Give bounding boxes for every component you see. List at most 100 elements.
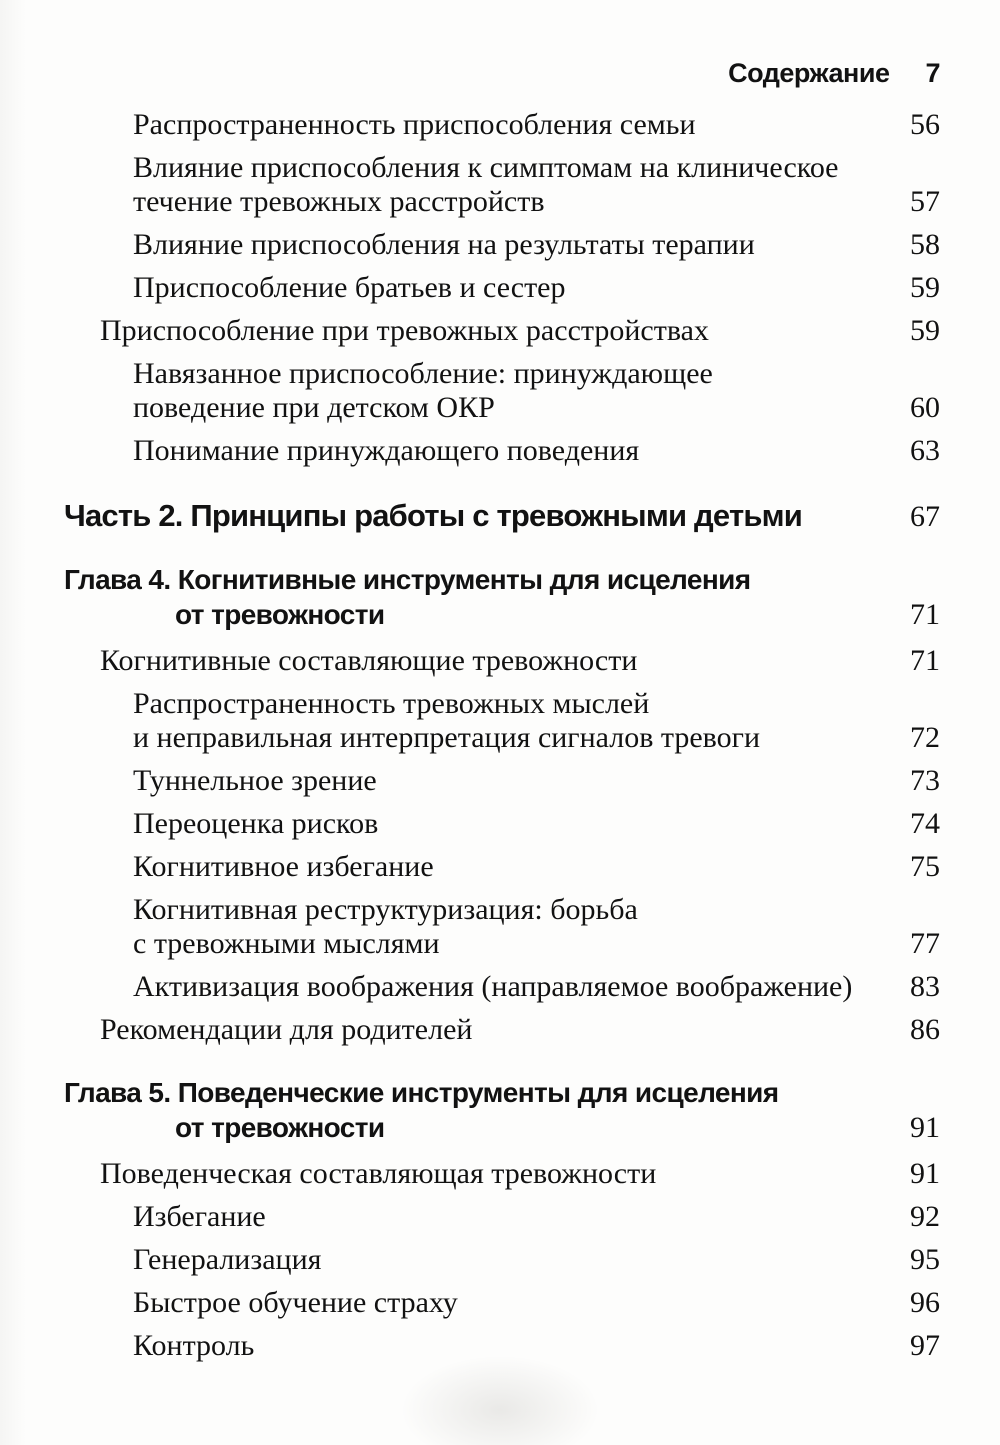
toc-entry: Приспособление братьев и сестер 59 [0, 271, 940, 305]
running-header-title: Содержание [728, 58, 890, 88]
toc-entry-line: от тревожности [175, 1112, 385, 1143]
toc-entry: Когнитивная реструктуризация: борьба с тр… [0, 893, 940, 961]
toc-entry-line: и неправильная интерпретация сигналов тр… [133, 721, 760, 754]
toc-entry-title: Распространенность тревожных мыслей и неп… [0, 687, 882, 755]
toc-entry-line: Влияние приспособления к симптомам на кл… [133, 151, 839, 184]
toc-entry-title: Влияние приспособления на результаты тер… [0, 228, 882, 262]
toc-entry-page-number: 72 [910, 721, 940, 754]
toc-entry-page-number: 86 [910, 1013, 940, 1046]
toc-entry: Распространенность тревожных мыслей и неп… [0, 687, 940, 755]
toc-entry-title: Туннельное зрение [0, 764, 882, 798]
toc-entry-page-number: 96 [910, 1286, 940, 1319]
toc-entry-page-number: 92 [910, 1200, 940, 1233]
toc-entry-title: Распространенность приспособления семьи [0, 108, 882, 142]
toc-entry-page-number: 73 [910, 764, 940, 797]
toc-entry: Генерализация 95 [0, 1243, 940, 1277]
toc-entry-line: Переоценка рисков [133, 807, 379, 840]
toc-entry-line: Когнитивное избегание [133, 850, 434, 883]
toc-entry-title: Активизация воображения (направляемое во… [0, 970, 882, 1004]
toc-entry-title: Навязанное приспособление: принуждающее п… [0, 357, 882, 425]
toc-entry-title: Глава 5. Поведенческие инструменты для и… [0, 1075, 882, 1145]
toc-entry-line: Распространенность приспособления семьи [133, 108, 696, 141]
toc-entry-line: течение тревожных расстройств [133, 185, 545, 218]
toc-entry: Контроль 97 [0, 1329, 940, 1363]
toc-entry-title: Понимание принуждающего поведения [0, 434, 882, 468]
toc-entry-page-number: 77 [910, 927, 940, 960]
toc-entry-page-number: 95 [910, 1243, 940, 1276]
toc-entry-line: Быстрое обучение страху [133, 1286, 458, 1319]
toc-entry-line: Туннельное зрение [133, 764, 377, 797]
toc-entry-title: Когнитивные составляющие тревожности [0, 644, 882, 678]
toc-entry-page-number: 56 [910, 108, 940, 141]
toc-entry-page-number: 67 [910, 500, 940, 533]
toc-entry: Понимание принуждающего поведения 63 [0, 434, 940, 468]
toc-entry: Влияние приспособления к симптомам на кл… [0, 151, 940, 219]
toc-entry: Когнитивное избегание 75 [0, 850, 940, 884]
toc-entry-line: Приспособление при тревожных расстройств… [100, 314, 709, 347]
toc-entry-title: Когнитивное избегание [0, 850, 882, 884]
toc-entry: Когнитивные составляющие тревожности 71 [0, 644, 940, 678]
toc-entry-line: Понимание принуждающего поведения [133, 434, 640, 467]
toc-entry-title: Контроль [0, 1329, 882, 1363]
page-number: 7 [925, 58, 940, 88]
toc-entry-line: Избегание [133, 1200, 266, 1233]
running-header: Содержание 7 [0, 58, 940, 89]
toc-entry-page-number: 97 [910, 1329, 940, 1362]
toc-entry: Туннельное зрение 73 [0, 764, 940, 798]
toc-entry-page-number: 71 [910, 644, 940, 677]
toc-entry-title: Приспособление братьев и сестер [0, 271, 882, 305]
toc-entry-line: Влияние приспособления на результаты тер… [133, 228, 755, 261]
toc-entry: Глава 5. Поведенческие инструменты для и… [0, 1075, 940, 1145]
toc-entry: Поведенческая составляющая тревожности 91 [0, 1157, 940, 1191]
toc-entry: Влияние приспособления на результаты тер… [0, 228, 940, 262]
toc-entry-page-number: 83 [910, 970, 940, 1003]
toc-entry-page-number: 60 [910, 391, 940, 424]
toc-entry-line: Навязанное приспособление: принуждающее [133, 357, 713, 390]
toc-entry: Глава 4. Когнитивные инструменты для исц… [0, 562, 940, 632]
toc-entry: Активизация воображения (направляемое во… [0, 970, 940, 1004]
toc-entry-line: Активизация воображения (направляемое во… [133, 970, 853, 1003]
toc-entry-page-number: 91 [910, 1111, 940, 1144]
toc-entry-title: Быстрое обучение страху [0, 1286, 882, 1320]
toc-entry-line: с тревожными мыслями [133, 927, 440, 960]
toc-entry-page-number: 74 [910, 807, 940, 840]
toc-entry-line: Рекомендации для родителей [100, 1013, 473, 1046]
toc-entry-title: Переоценка рисков [0, 807, 882, 841]
toc-list: Распространенность приспособления семьи 5… [0, 108, 940, 1372]
toc-entry-line: Контроль [133, 1329, 255, 1362]
toc-entry-line: Генерализация [133, 1243, 322, 1276]
toc-entry: Приспособление при тревожных расстройств… [0, 314, 940, 348]
toc-entry-page-number: 71 [910, 598, 940, 631]
toc-entry-title: Генерализация [0, 1243, 882, 1277]
toc-entry-line: Часть 2. Принципы работы с тревожными де… [64, 498, 803, 533]
toc-entry-page-number: 58 [910, 228, 940, 261]
toc-entry-page-number: 59 [910, 271, 940, 304]
toc-entry-title: Поведенческая составляющая тревожности [0, 1157, 882, 1191]
toc-entry-title: Влияние приспособления к симптомам на кл… [0, 151, 882, 219]
toc-entry-title: Рекомендации для родителей [0, 1013, 882, 1047]
toc-entry-title: Когнитивная реструктуризация: борьба с тр… [0, 893, 882, 961]
toc-entry-title: Глава 4. Когнитивные инструменты для исц… [0, 562, 882, 632]
toc-entry-title: Избегание [0, 1200, 882, 1234]
toc-entry: Рекомендации для родителей 86 [0, 1013, 940, 1047]
toc-entry-line: Глава 4. Когнитивные инструменты для исц… [64, 564, 751, 595]
toc-entry: Часть 2. Принципы работы с тревожными де… [0, 498, 940, 534]
toc-entry-line: Когнитивная реструктуризация: борьба [133, 893, 638, 926]
toc-entry: Избегание 92 [0, 1200, 940, 1234]
toc-entry-line: Распространенность тревожных мыслей [133, 687, 650, 720]
toc-entry-page-number: 75 [910, 850, 940, 883]
toc-entry-page-number: 57 [910, 185, 940, 218]
toc-entry-page-number: 63 [910, 434, 940, 467]
toc-entry-line: Поведенческая составляющая тревожности [100, 1157, 657, 1190]
toc-entry-line: Когнитивные составляющие тревожности [100, 644, 638, 677]
toc-entry-title: Часть 2. Принципы работы с тревожными де… [0, 498, 882, 534]
toc-entry-line: поведение при детском ОКР [133, 391, 495, 424]
toc-entry-line: от тревожности [175, 599, 385, 630]
toc-entry: Переоценка рисков 74 [0, 807, 940, 841]
toc-entry-page-number: 91 [910, 1157, 940, 1190]
toc-entry: Распространенность приспособления семьи 5… [0, 108, 940, 142]
toc-entry-line: Глава 5. Поведенческие инструменты для и… [64, 1077, 779, 1108]
toc-entry: Быстрое обучение страху 96 [0, 1286, 940, 1320]
toc-entry-page-number: 59 [910, 314, 940, 347]
